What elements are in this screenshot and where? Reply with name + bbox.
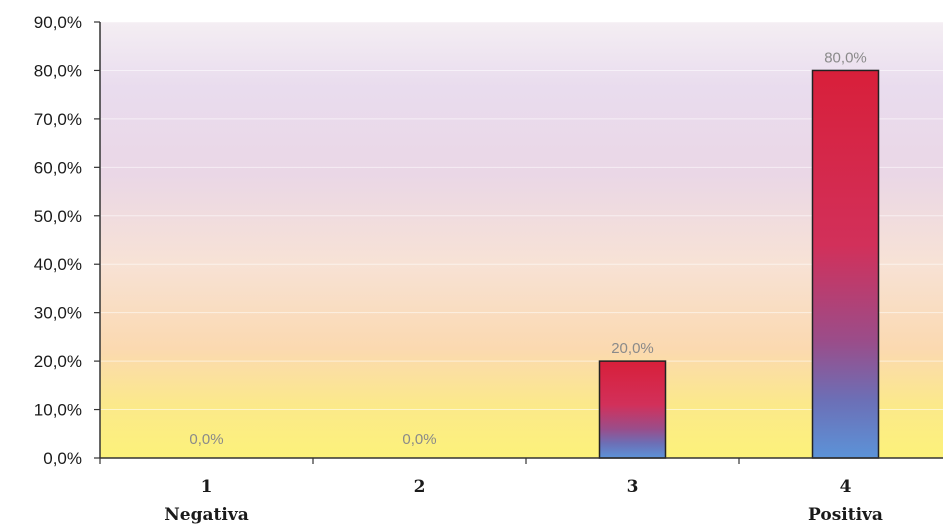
y-tick-label: 60,0%: [34, 158, 82, 177]
bar: [811, 69, 880, 459]
data-label: 0,0%: [189, 431, 223, 448]
x-axis-ticks: 1 Negativa 2 3 4 Positiva: [99, 458, 883, 525]
data-label: 0,0%: [402, 431, 436, 448]
x-category-label: 2: [414, 477, 426, 497]
data-label: 80,0%: [824, 49, 867, 66]
x-category-label: 3: [627, 477, 639, 497]
x-category-sublabel: Negativa: [164, 505, 248, 525]
x-category-label: 4: [840, 477, 852, 497]
data-label: 20,0%: [611, 340, 654, 357]
y-tick-label: 10,0%: [34, 401, 82, 420]
x-category-sublabel: Positiva: [808, 505, 883, 525]
bar: [598, 360, 667, 459]
y-tick-label: 40,0%: [34, 255, 82, 274]
y-tick-label: 80,0%: [34, 61, 82, 80]
y-tick-label: 0,0%: [43, 449, 82, 468]
plot-background: [100, 22, 943, 458]
y-tick-label: 30,0%: [34, 304, 82, 323]
x-category-label: 1: [201, 477, 213, 497]
y-axis-ticks: 0,0% 10,0% 20,0% 30,0% 40,0% 50,0% 60,0% 70,0% 8…: [34, 13, 100, 468]
bars: 0,0% 0,0% 20,0% 80,0%: [189, 49, 880, 459]
y-tick-label: 50,0%: [34, 207, 82, 226]
y-tick-label: 70,0%: [34, 110, 82, 129]
y-tick-label: 90,0%: [34, 13, 82, 32]
y-tick-label: 20,0%: [34, 352, 82, 371]
gridlines: [100, 21, 943, 411]
